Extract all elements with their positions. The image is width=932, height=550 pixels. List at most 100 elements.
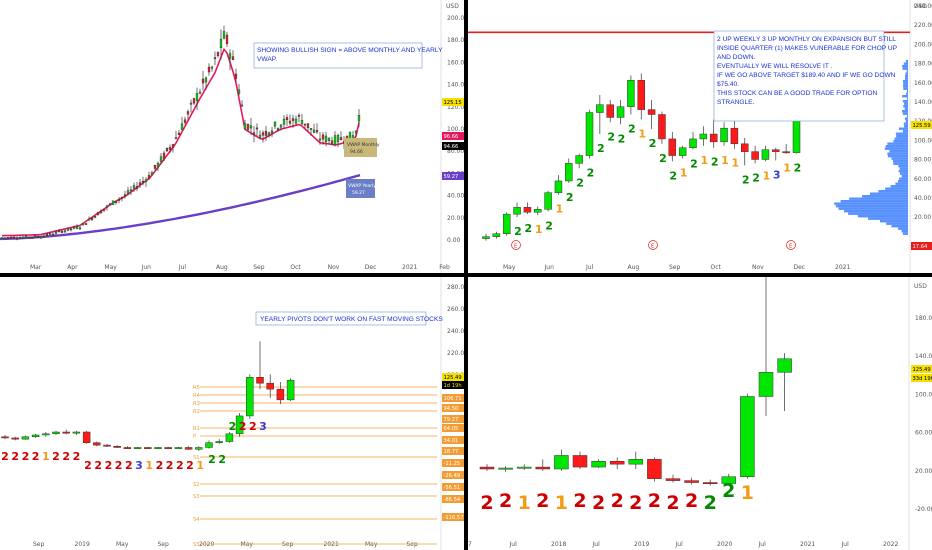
candle-down	[731, 128, 738, 144]
volume-bar	[903, 233, 908, 235]
x-tick-label: Jul	[675, 541, 684, 548]
volume-bar	[905, 118, 908, 120]
panel-weekly[interactable]: USD 240.00220.00200.00180.00160.00140.00…	[468, 0, 932, 273]
count-label: 2	[176, 459, 184, 472]
volume-bar	[885, 188, 908, 190]
x-tick-label: Mar	[30, 264, 42, 271]
candle-down	[121, 197, 123, 198]
volume-bar	[896, 133, 908, 135]
candle-down	[648, 110, 655, 115]
candle-up	[241, 105, 243, 106]
candle-up	[274, 122, 276, 126]
candle-up	[175, 447, 182, 448]
candle-up	[34, 236, 36, 238]
candle-down	[202, 79, 204, 83]
count-label: 2	[576, 176, 584, 189]
candle-up	[130, 190, 132, 191]
candle-down	[58, 231, 60, 232]
candle-up	[592, 461, 606, 467]
chart-quarterly[interactable]: USD 180.00 140.00 100.00 60.00 20.00 -20.00 7 J…	[468, 277, 932, 550]
panel-monthly-pivots[interactable]: 280.00260.00240.00220.00200.00180.00160.…	[0, 277, 464, 550]
volume-bar	[868, 218, 908, 220]
candle-up	[349, 132, 351, 139]
x-tick-label: Dec	[365, 264, 377, 271]
candle-up	[283, 119, 285, 124]
candle-down	[340, 138, 342, 140]
x-tick-label: Nov	[328, 264, 340, 271]
x-tick-label: 2021	[402, 264, 417, 271]
candle-up	[555, 181, 562, 193]
count-label: 2	[669, 169, 677, 182]
count-label: 2	[499, 490, 512, 512]
vwap-yearly-tag-name: VWAP Yearly	[348, 183, 376, 189]
y-tick-label: 60.00	[914, 176, 931, 183]
panel-quarterly[interactable]: USD 180.00 140.00 100.00 60.00 20.00 -20.00 7 J…	[468, 277, 932, 550]
chart-weekly[interactable]: USD 240.00220.00200.00180.00160.00140.00…	[468, 0, 932, 273]
y-tick-label: 100.00	[914, 137, 932, 144]
pivot-label: S5	[193, 542, 200, 548]
volume-bar	[895, 138, 908, 140]
candle-up	[554, 455, 568, 469]
price-badge-text: 1d 19h	[444, 383, 462, 389]
candle-up	[195, 447, 202, 449]
count-label: 1	[741, 482, 754, 504]
candle-down	[70, 229, 72, 230]
y-tick-label: 200.00	[447, 15, 464, 22]
x-tick-label: May	[365, 541, 378, 548]
candle-down	[741, 144, 748, 152]
y-tick-label: 180.00	[914, 61, 932, 68]
price-badge-text: -56.51	[444, 485, 461, 491]
volume-bar	[891, 158, 908, 160]
price-badge-text: 59.27	[444, 174, 459, 180]
annotation-line: AND DOWN.	[717, 54, 756, 61]
count-label: 2	[704, 492, 717, 514]
candle-up	[42, 434, 49, 435]
pivot-label: S3	[193, 494, 200, 500]
y-tick-label: 220.00	[447, 350, 464, 357]
panel-daily-vwap[interactable]: USD 200.00 180.00 160.00 140.00 120.00 100.00…	[0, 0, 464, 273]
y-tick-label: 240.00	[447, 328, 464, 335]
volume-bar	[903, 83, 908, 85]
volume-bar	[844, 210, 908, 212]
chart-daily[interactable]: USD 200.00 180.00 160.00 140.00 120.00 100.00…	[0, 0, 464, 273]
candle-down	[277, 389, 284, 400]
candle-up	[358, 115, 360, 121]
candle-up	[793, 119, 800, 152]
x-tick-label: Sep	[158, 541, 170, 548]
candle-down	[28, 237, 30, 238]
candle-up	[67, 228, 69, 230]
volume-bar	[834, 203, 908, 205]
x-tick-label: Sep	[282, 541, 294, 548]
x-tick-label: Jun	[141, 264, 152, 271]
candle-down	[93, 443, 100, 445]
candle-down	[710, 134, 717, 142]
count-label: 2	[218, 453, 226, 466]
candle-up	[216, 442, 223, 443]
chart-monthly[interactable]: 280.00260.00240.00220.00200.00180.00160.…	[0, 277, 464, 550]
price-badge-text: 18.77	[444, 449, 459, 455]
candle-down	[154, 165, 156, 168]
candle-up	[596, 105, 603, 113]
x-tick-label: May	[116, 541, 129, 548]
candle-down	[114, 446, 121, 447]
candle-up	[319, 139, 321, 140]
y-tick-label: 140.00	[915, 353, 932, 360]
count-label: 2	[536, 490, 549, 512]
volume-bar	[903, 105, 908, 107]
candle-up	[617, 107, 624, 118]
candle-up	[53, 432, 60, 434]
candle-down	[165, 447, 172, 448]
x-tick-label: Jun	[544, 264, 555, 271]
volume-bar	[880, 220, 908, 222]
y-tick-label: 40.00	[914, 195, 931, 202]
candle-down	[46, 234, 48, 236]
candle-down	[104, 445, 111, 446]
candle-down	[265, 131, 267, 135]
candle-down	[124, 447, 131, 448]
volume-bar	[893, 140, 908, 142]
candle-down	[13, 237, 15, 238]
candle-up	[19, 237, 21, 238]
x-tick-label: Sep	[407, 541, 419, 548]
count-label: 2	[84, 459, 92, 472]
volume-bar	[906, 60, 908, 62]
